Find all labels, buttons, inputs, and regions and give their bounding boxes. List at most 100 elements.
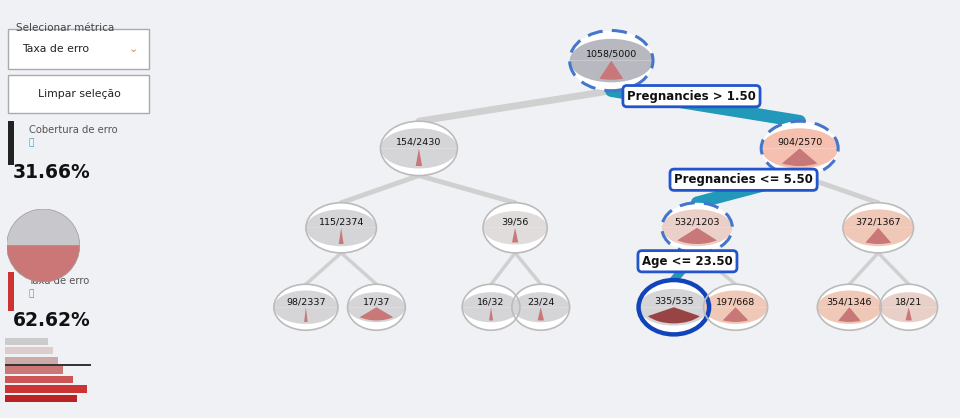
Wedge shape — [512, 307, 569, 322]
Text: 39/56: 39/56 — [501, 218, 529, 227]
Wedge shape — [638, 307, 709, 326]
Wedge shape — [599, 61, 623, 80]
Text: 354/1346: 354/1346 — [827, 298, 872, 307]
Text: 98/2337: 98/2337 — [286, 298, 325, 307]
Ellipse shape — [483, 203, 547, 253]
Wedge shape — [462, 292, 520, 307]
Wedge shape — [843, 228, 914, 246]
Ellipse shape — [569, 31, 653, 91]
Wedge shape — [879, 307, 938, 322]
Wedge shape — [569, 61, 653, 82]
Text: 1058/5000: 1058/5000 — [586, 49, 636, 59]
Text: 16/32: 16/32 — [477, 298, 505, 307]
Text: ⌄: ⌄ — [129, 44, 137, 54]
Text: 31.66%: 31.66% — [12, 163, 90, 182]
Wedge shape — [678, 228, 717, 244]
Ellipse shape — [704, 284, 768, 330]
Wedge shape — [274, 291, 338, 307]
Text: 18/21: 18/21 — [895, 298, 923, 307]
Bar — [5, 357, 58, 364]
Text: Limpar seleção: Limpar seleção — [37, 89, 121, 99]
Wedge shape — [360, 307, 394, 321]
Ellipse shape — [761, 121, 838, 176]
Wedge shape — [569, 39, 653, 61]
Bar — [8, 272, 14, 311]
Wedge shape — [638, 289, 709, 307]
Wedge shape — [723, 307, 749, 322]
Text: Selecionar métrica: Selecionar métrica — [15, 23, 114, 33]
Text: ⓘ: ⓘ — [29, 138, 34, 147]
Text: Cobertura de erro: Cobertura de erro — [29, 125, 117, 135]
Text: Taxa de erro: Taxa de erro — [22, 44, 89, 54]
Wedge shape — [838, 307, 860, 322]
FancyBboxPatch shape — [8, 29, 149, 69]
Text: 23/24: 23/24 — [527, 298, 555, 307]
Wedge shape — [304, 307, 307, 322]
Ellipse shape — [661, 203, 732, 253]
Text: 372/1367: 372/1367 — [855, 218, 901, 227]
Ellipse shape — [380, 121, 457, 176]
Wedge shape — [380, 148, 457, 168]
Wedge shape — [274, 307, 338, 324]
Wedge shape — [879, 292, 938, 307]
Text: Pregnancies > 1.50: Pregnancies > 1.50 — [627, 89, 756, 103]
Ellipse shape — [274, 284, 338, 330]
Wedge shape — [306, 228, 376, 246]
Text: Taxa de erro: Taxa de erro — [29, 276, 90, 286]
Bar — [5, 385, 87, 393]
Wedge shape — [761, 128, 838, 148]
Wedge shape — [512, 292, 569, 307]
Wedge shape — [782, 148, 817, 166]
Wedge shape — [704, 307, 768, 324]
FancyBboxPatch shape — [8, 75, 149, 113]
Bar — [5, 395, 78, 402]
Wedge shape — [538, 307, 544, 321]
Text: ⓘ: ⓘ — [29, 289, 34, 298]
Text: 532/1203: 532/1203 — [674, 218, 720, 227]
Bar — [5, 366, 63, 374]
Ellipse shape — [348, 284, 405, 330]
Wedge shape — [704, 291, 768, 307]
Ellipse shape — [817, 284, 881, 330]
Wedge shape — [462, 307, 520, 322]
Wedge shape — [866, 228, 891, 244]
Ellipse shape — [843, 203, 914, 253]
Text: 904/2570: 904/2570 — [777, 138, 823, 147]
Ellipse shape — [512, 284, 569, 330]
Text: 197/668: 197/668 — [716, 298, 756, 307]
Wedge shape — [483, 211, 547, 228]
Wedge shape — [380, 128, 457, 148]
Wedge shape — [339, 228, 344, 244]
Text: Age <= 23.50: Age <= 23.50 — [642, 255, 732, 268]
Wedge shape — [661, 228, 732, 246]
Ellipse shape — [306, 203, 376, 253]
Text: Pregnancies <= 5.50: Pregnancies <= 5.50 — [674, 173, 813, 186]
Wedge shape — [843, 209, 914, 228]
Bar — [8, 121, 14, 165]
Bar — [5, 376, 73, 383]
Ellipse shape — [879, 284, 938, 330]
Wedge shape — [817, 291, 881, 307]
Text: 154/2430: 154/2430 — [396, 138, 442, 147]
Wedge shape — [483, 228, 547, 245]
Ellipse shape — [638, 280, 709, 334]
Text: 62.62%: 62.62% — [12, 311, 90, 330]
Wedge shape — [7, 209, 80, 245]
Wedge shape — [661, 209, 732, 228]
Wedge shape — [817, 307, 881, 324]
Wedge shape — [348, 292, 405, 307]
Text: 115/2374: 115/2374 — [319, 218, 364, 227]
Wedge shape — [7, 245, 80, 282]
Wedge shape — [348, 307, 405, 322]
Wedge shape — [306, 209, 376, 228]
Bar — [5, 347, 53, 354]
Wedge shape — [761, 148, 838, 168]
Wedge shape — [416, 148, 422, 166]
Bar — [5, 338, 48, 345]
Wedge shape — [489, 307, 493, 321]
Wedge shape — [905, 307, 912, 321]
Text: 335/535: 335/535 — [654, 297, 694, 306]
Wedge shape — [512, 228, 518, 242]
Wedge shape — [648, 307, 700, 324]
Ellipse shape — [462, 284, 520, 330]
